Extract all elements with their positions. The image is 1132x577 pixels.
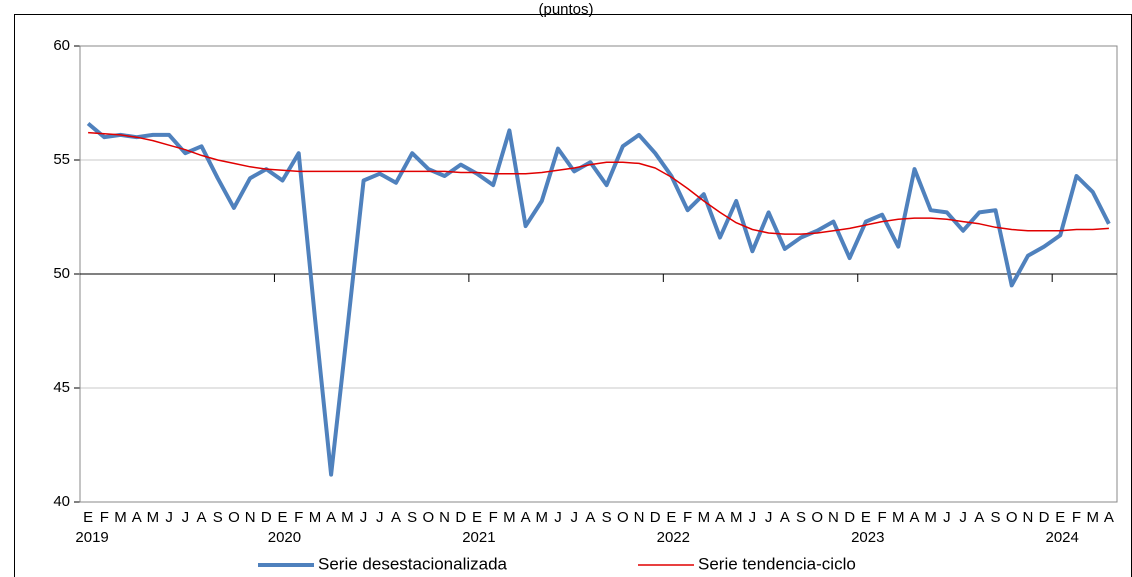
x-tick-label: S [990, 509, 1000, 526]
x-tick-label: M [536, 509, 549, 526]
x-tick-label: F [294, 509, 303, 526]
x-tick-label: N [828, 509, 839, 526]
y-tick-label: 40 [53, 493, 70, 510]
x-tick-label: M [892, 509, 905, 526]
y-tick-label: 50 [53, 265, 70, 282]
x-tick-label: A [521, 509, 531, 526]
x-tick-label: M [698, 509, 711, 526]
x-tick-label: M [924, 509, 937, 526]
x-tick-label: S [602, 509, 612, 526]
x-tick-label: M [147, 509, 160, 526]
x-tick-label: E [472, 509, 482, 526]
x-tick-label: D [650, 509, 661, 526]
x-tick-label: N [439, 509, 450, 526]
legend-label: Serie tendencia-ciclo [698, 554, 856, 573]
x-tick-label: D [455, 509, 466, 526]
chart-title: (puntos) [538, 1, 593, 18]
x-tick-label: J [943, 509, 951, 526]
x-tick-label: J [376, 509, 384, 526]
x-tick-label: N [634, 509, 645, 526]
x-tick-label: O [228, 509, 240, 526]
x-tick-label: E [1055, 509, 1065, 526]
x-tick-label: A [715, 509, 725, 526]
x-tick-label: A [909, 509, 919, 526]
x-tick-label: J [570, 509, 578, 526]
year-label: 2024 [1046, 529, 1079, 546]
series-line [88, 131, 1109, 235]
x-tick-label: A [326, 509, 336, 526]
x-tick-label: N [245, 509, 256, 526]
x-tick-label: M [114, 509, 127, 526]
x-tick-label: M [730, 509, 743, 526]
x-tick-label: O [811, 509, 823, 526]
x-tick-label: A [132, 509, 142, 526]
x-tick-label: N [1022, 509, 1033, 526]
x-tick-label: J [182, 509, 190, 526]
x-tick-label: E [666, 509, 676, 526]
x-tick-label: O [423, 509, 435, 526]
x-tick-label: S [407, 509, 417, 526]
x-tick-label: F [1072, 509, 1081, 526]
x-tick-label: J [165, 509, 173, 526]
x-tick-label: E [861, 509, 871, 526]
x-tick-label: A [974, 509, 984, 526]
x-tick-label: J [959, 509, 967, 526]
x-tick-label: M [309, 509, 322, 526]
x-tick-label: A [1104, 509, 1114, 526]
x-tick-label: A [585, 509, 595, 526]
series-line [86, 121, 1111, 477]
x-tick-label: F [489, 509, 498, 526]
x-tick-label: A [197, 509, 207, 526]
x-tick-label: F [683, 509, 692, 526]
y-tick-label: 60 [53, 37, 70, 54]
x-tick-label: F [877, 509, 886, 526]
x-tick-label: M [341, 509, 354, 526]
x-tick-label: S [796, 509, 806, 526]
x-tick-label: A [780, 509, 790, 526]
year-label: 2020 [268, 529, 301, 546]
y-tick-label: 45 [53, 379, 70, 396]
x-tick-label: O [1006, 509, 1018, 526]
x-tick-label: M [1086, 509, 1099, 526]
x-tick-label: M [503, 509, 516, 526]
x-tick-label: D [261, 509, 272, 526]
x-tick-label: E [278, 509, 288, 526]
x-tick-label: E [83, 509, 93, 526]
x-tick-label: D [1039, 509, 1050, 526]
x-tick-label: S [213, 509, 223, 526]
y-tick-label: 55 [53, 151, 70, 168]
year-label: 2022 [657, 529, 690, 546]
year-label: 2021 [462, 529, 495, 546]
x-tick-label: J [360, 509, 368, 526]
year-label: 2019 [75, 529, 108, 546]
x-tick-label: J [765, 509, 773, 526]
year-label: 2023 [851, 529, 884, 546]
x-tick-label: J [749, 509, 757, 526]
x-tick-label: J [554, 509, 562, 526]
x-tick-label: A [391, 509, 401, 526]
x-tick-label: D [844, 509, 855, 526]
x-tick-label: O [617, 509, 629, 526]
legend-label: Serie desestacionalizada [318, 554, 508, 573]
x-tick-label: F [100, 509, 109, 526]
